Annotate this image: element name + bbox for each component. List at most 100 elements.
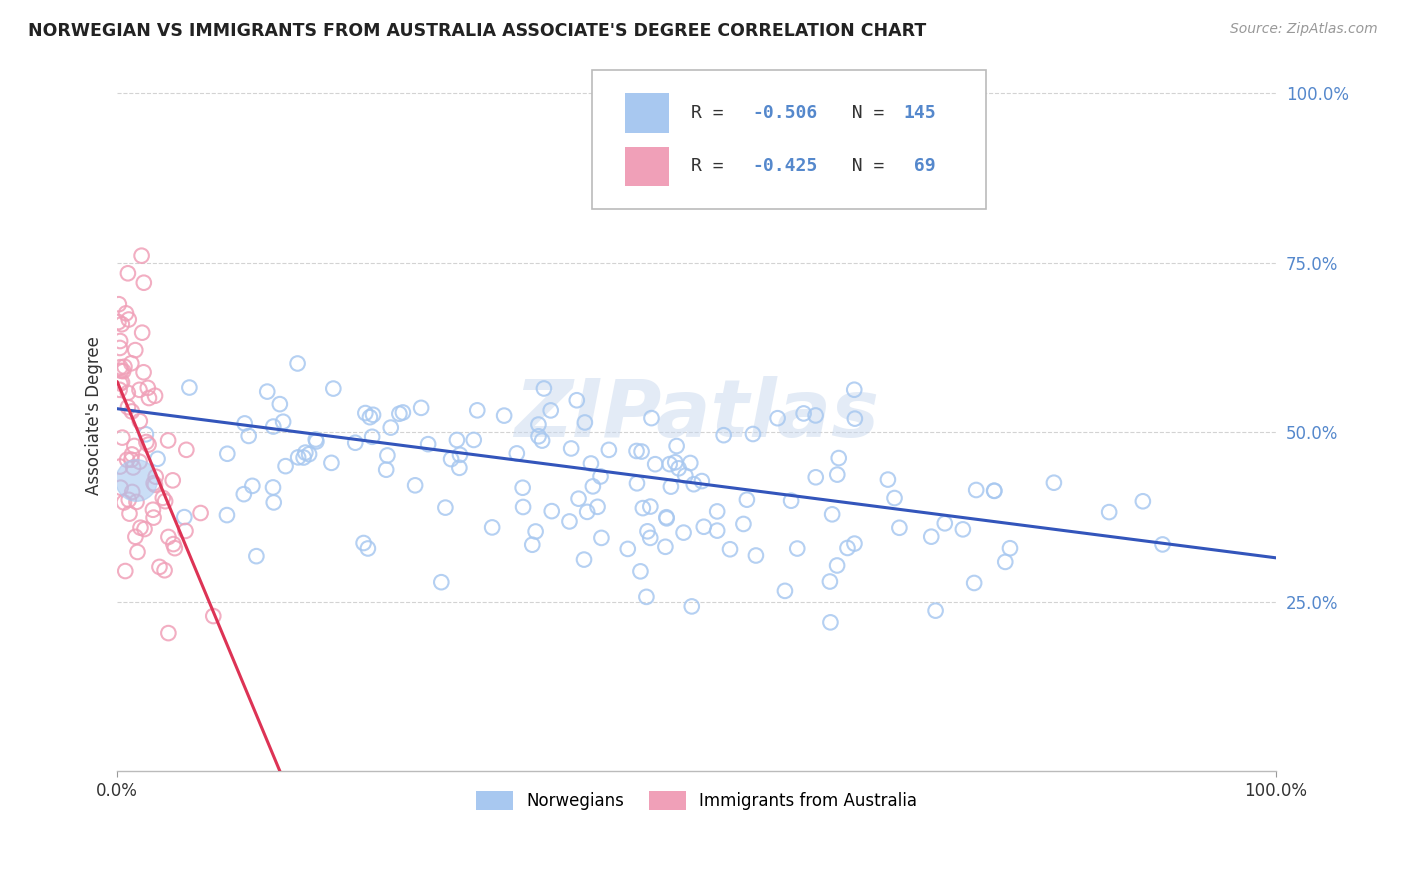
Immigrants from Australia [111,376,134,390]
Norwegians [713,428,735,442]
Norwegians [512,500,534,514]
Immigrants from Australia [174,524,197,538]
Text: -0.506: -0.506 [752,104,817,122]
Immigrants from Australia [132,365,155,379]
Norwegians [706,524,728,538]
Immigrants from Australia [110,364,132,378]
Norwegians [238,429,260,443]
Norwegians [527,417,550,432]
Norwegians [567,491,589,506]
Norwegians [983,483,1005,498]
Text: R =: R = [690,104,734,122]
Immigrants from Australia [121,404,143,418]
Text: Source: ZipAtlas.com: Source: ZipAtlas.com [1230,22,1378,37]
Immigrants from Australia [176,442,198,457]
Norwegians [786,541,808,556]
Norwegians [359,410,381,425]
Immigrants from Australia [111,317,134,331]
Immigrants from Australia [157,530,180,544]
Immigrants from Australia [108,341,131,355]
Norwegians [294,445,316,459]
Norwegians [664,455,686,469]
Norwegians [658,457,681,471]
Norwegians [690,474,713,488]
Norwegians [636,524,658,539]
Norwegians [952,522,974,536]
Norwegians [682,477,704,491]
Norwegians [640,500,662,514]
Norwegians [844,536,866,550]
Text: NORWEGIAN VS IMMIGRANTS FROM AUSTRALIA ASSOCIATE'S DEGREE CORRELATION CHART: NORWEGIAN VS IMMIGRANTS FROM AUSTRALIA A… [28,22,927,40]
Immigrants from Australia [111,431,134,445]
Norwegians [522,538,544,552]
Immigrants from Australia [117,400,139,414]
Immigrants from Australia [128,414,150,428]
Immigrants from Australia [132,276,155,290]
Norwegians [506,446,529,460]
Norwegians [321,456,343,470]
Norwegians [274,459,297,474]
Norwegians [305,433,328,447]
Norwegians [827,467,849,482]
Norwegians [527,429,550,443]
Norwegians [558,515,581,529]
Norwegians [616,541,638,556]
Norwegians [844,411,866,425]
Immigrants from Australia [120,452,142,467]
Norwegians [673,468,696,483]
Immigrants from Australia [135,435,157,450]
Immigrants from Australia [112,364,135,378]
Norwegians [240,479,263,493]
Norwegians [693,520,716,534]
Immigrants from Australia [114,564,136,578]
Immigrants from Australia [118,312,141,326]
Immigrants from Australia [114,359,136,374]
Norwegians [576,505,599,519]
Norwegians [924,604,946,618]
Immigrants from Australia [127,545,149,559]
Norwegians [298,447,321,461]
Norwegians [287,450,309,465]
Immigrants from Australia [134,522,156,536]
Norwegians [361,430,384,444]
Norwegians [245,549,267,563]
Norwegians [654,540,676,554]
Immigrants from Australia [121,485,143,500]
Norwegians [494,409,516,423]
Norwegians [665,439,688,453]
Norwegians [440,452,463,467]
Norwegians [375,463,398,477]
Norwegians [344,435,367,450]
Immigrants from Australia [131,249,153,263]
Norwegians [353,536,375,550]
Norwegians [1098,505,1121,519]
Norwegians [681,599,703,614]
Text: 69: 69 [903,157,935,176]
Norwegians [404,478,426,492]
Norwegians [626,444,648,458]
Norwegians [377,449,399,463]
Norwegians [392,405,415,419]
Norwegians [446,433,468,447]
Norwegians [780,493,803,508]
Norwegians [598,442,620,457]
Immigrants from Australia [142,476,165,491]
Norwegians [706,504,728,518]
Norwegians [920,530,942,544]
Immigrants from Australia [138,437,160,451]
Norwegians [232,487,254,501]
Norwegians [591,531,613,545]
Immigrants from Australia [124,530,146,544]
Norwegians [173,510,195,524]
Immigrants from Australia [128,455,150,469]
Norwegians [540,504,562,518]
Norwegians [579,457,602,471]
Norwegians [631,501,654,516]
Immigrants from Australia [142,510,165,524]
Text: N =: N = [830,157,896,176]
Norwegians [179,380,201,394]
Norwegians [434,500,457,515]
Point [125,473,148,487]
Norwegians [994,555,1017,569]
Norwegians [773,583,796,598]
